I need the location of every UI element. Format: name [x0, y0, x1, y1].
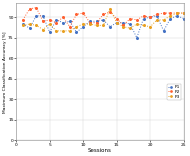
P1	[75, 31, 78, 33]
P3	[136, 23, 138, 25]
X-axis label: Sessions: Sessions	[88, 148, 112, 153]
P3	[55, 30, 58, 32]
P2	[136, 19, 138, 21]
P2	[122, 24, 124, 26]
P3	[162, 19, 165, 21]
P2	[55, 22, 58, 24]
P3	[176, 12, 178, 14]
Line: P2: P2	[22, 7, 184, 28]
P2	[69, 26, 71, 28]
P1	[102, 19, 105, 21]
P1	[28, 27, 31, 29]
P3	[149, 26, 151, 28]
P2	[109, 11, 111, 13]
P1	[129, 23, 131, 25]
P3	[129, 27, 131, 29]
Legend: P1, P2, P3: P1, P2, P3	[167, 84, 181, 100]
P3	[22, 24, 24, 26]
P2	[48, 19, 51, 21]
P1	[55, 19, 58, 21]
P1	[62, 22, 64, 24]
P3	[95, 24, 98, 26]
P2	[116, 18, 118, 20]
P2	[183, 12, 185, 14]
P2	[156, 14, 158, 15]
P1	[42, 15, 44, 17]
P3	[48, 23, 51, 25]
P3	[69, 30, 71, 32]
P3	[122, 26, 124, 28]
Y-axis label: Maximum Classification Accuracy [%]: Maximum Classification Accuracy [%]	[3, 31, 7, 113]
P2	[169, 12, 171, 14]
P3	[82, 23, 84, 25]
P2	[28, 8, 31, 10]
P3	[156, 19, 158, 21]
P1	[162, 30, 165, 32]
P3	[102, 24, 105, 26]
Line: P1: P1	[22, 15, 184, 39]
P1	[142, 18, 145, 20]
P3	[142, 24, 145, 26]
P3	[62, 30, 64, 32]
P2	[95, 22, 98, 24]
P1	[149, 16, 151, 18]
P3	[109, 8, 111, 10]
P2	[35, 7, 37, 9]
P2	[62, 16, 64, 18]
P3	[183, 12, 185, 14]
P2	[176, 12, 178, 14]
P1	[183, 18, 185, 20]
P1	[82, 26, 84, 28]
P1	[176, 15, 178, 17]
Line: P3: P3	[22, 8, 184, 32]
P1	[48, 31, 51, 33]
P2	[162, 12, 165, 14]
P3	[42, 29, 44, 30]
P1	[136, 37, 138, 39]
P1	[35, 15, 37, 17]
P3	[28, 23, 31, 25]
P1	[156, 15, 158, 17]
P1	[116, 22, 118, 24]
P2	[82, 12, 84, 14]
P1	[69, 20, 71, 22]
P2	[42, 20, 44, 22]
P2	[22, 19, 24, 21]
P3	[75, 26, 78, 28]
P3	[169, 15, 171, 17]
P2	[75, 14, 78, 15]
P3	[89, 23, 91, 25]
P1	[122, 22, 124, 24]
P1	[109, 26, 111, 28]
P3	[116, 22, 118, 24]
P1	[89, 20, 91, 22]
P2	[102, 14, 105, 15]
P1	[22, 23, 24, 25]
P2	[129, 18, 131, 20]
P2	[149, 16, 151, 18]
P2	[142, 15, 145, 17]
P1	[95, 20, 98, 22]
P2	[89, 22, 91, 24]
P1	[169, 18, 171, 20]
P3	[35, 24, 37, 26]
